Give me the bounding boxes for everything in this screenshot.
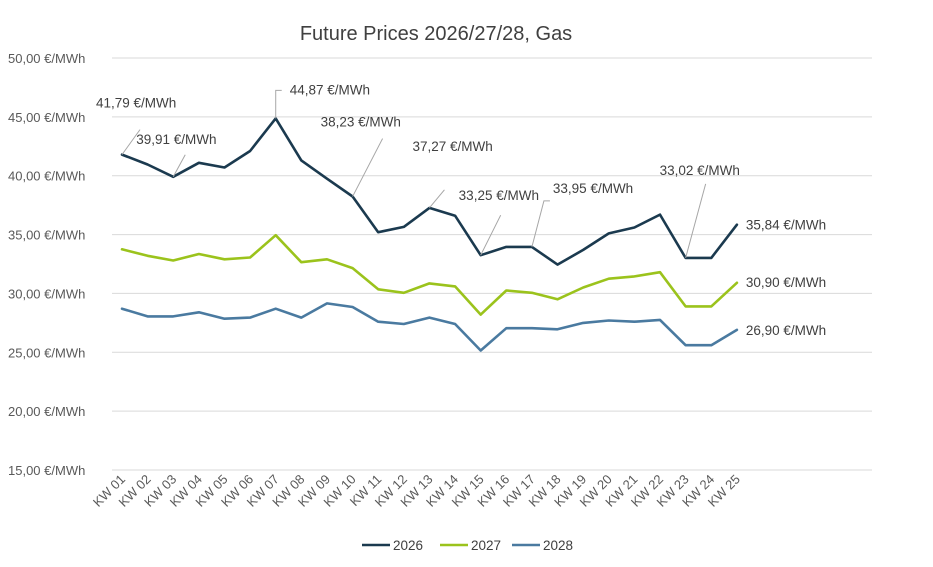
y-tick-label: 20,00 €/MWh bbox=[8, 404, 85, 419]
data-label: 44,87 €/MWh bbox=[290, 82, 370, 97]
y-tick-label: 25,00 €/MWh bbox=[8, 345, 85, 360]
data-label: 37,27 €/MWh bbox=[412, 139, 492, 154]
label-leader-line bbox=[121, 129, 141, 155]
y-tick-label: 30,00 €/MWh bbox=[8, 286, 85, 301]
chart-title: Future Prices 2026/27/28, Gas bbox=[300, 23, 572, 45]
label-leader-line bbox=[531, 200, 550, 248]
legend-label-2027: 2027 bbox=[471, 538, 501, 553]
label-leader-line bbox=[352, 138, 384, 197]
series-line-2026 bbox=[120, 117, 739, 266]
label-leader-line bbox=[685, 183, 707, 259]
series-line-2027 bbox=[120, 233, 739, 316]
series-lines bbox=[120, 117, 739, 352]
legend-label-2026: 2026 bbox=[393, 538, 423, 553]
label-leader-line bbox=[480, 214, 502, 256]
label-leader-line bbox=[275, 89, 282, 119]
series-line-2028 bbox=[120, 302, 739, 352]
label-leader-line bbox=[429, 189, 445, 209]
y-tick-label: 40,00 €/MWh bbox=[8, 169, 85, 184]
y-tick-label: 35,00 €/MWh bbox=[8, 228, 85, 243]
data-label: 33,02 €/MWh bbox=[660, 163, 740, 178]
y-tick-label: 50,00 €/MWh bbox=[8, 51, 85, 66]
data-label: 33,95 €/MWh bbox=[553, 181, 633, 196]
data-label: 35,84 €/MWh bbox=[746, 218, 826, 233]
data-label: 30,90 €/MWh bbox=[746, 275, 826, 290]
gridlines bbox=[112, 57, 872, 471]
data-label: 39,91 €/MWh bbox=[136, 132, 216, 147]
legend: 2026 2027 2028 bbox=[362, 538, 573, 553]
legend-label-2028: 2028 bbox=[543, 538, 573, 553]
data-labels: 41,79 €/MWh 39,91 €/MWh 44,87 €/MWh 38,23 €… bbox=[96, 82, 826, 338]
label-leader-line bbox=[172, 154, 186, 178]
data-label: 38,23 €/MWh bbox=[321, 115, 401, 130]
y-axis: 15,00 €/MWh 20,00 €/MWh 25,00 €/MWh 30,00 €… bbox=[8, 51, 85, 478]
y-tick-label: 15,00 €/MWh bbox=[8, 463, 85, 478]
data-label: 26,90 €/MWh bbox=[746, 323, 826, 338]
y-tick-label: 45,00 €/MWh bbox=[8, 110, 85, 125]
data-label: 41,79 €/MWh bbox=[96, 96, 176, 111]
data-label: 33,25 €/MWh bbox=[459, 188, 539, 203]
